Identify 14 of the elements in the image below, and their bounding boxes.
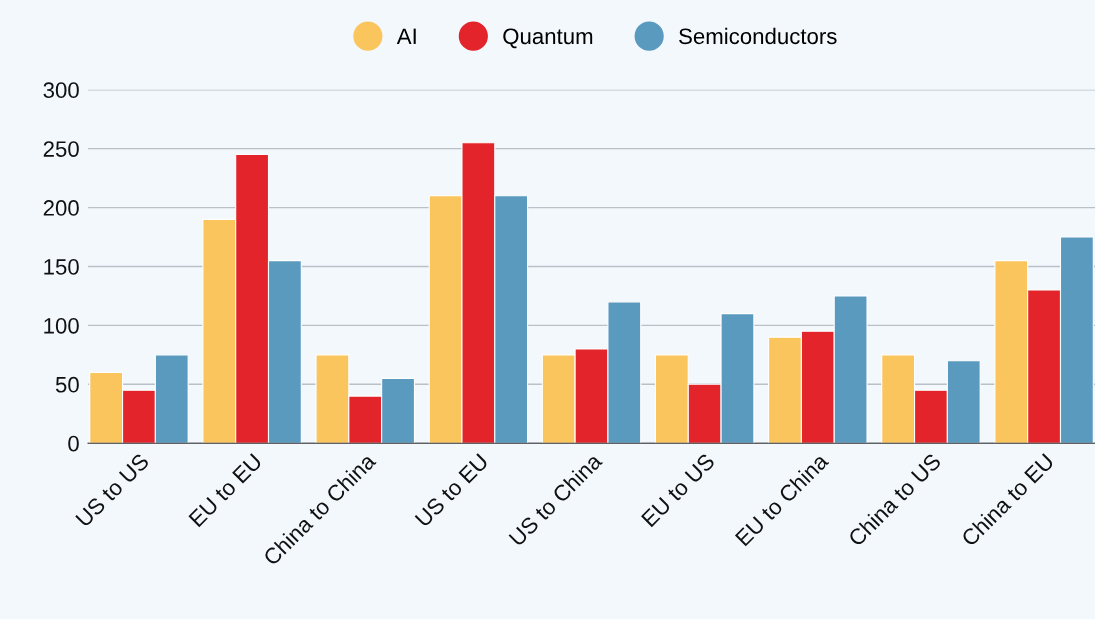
x-tick-label: EU to EU xyxy=(188,453,263,528)
legend-label: Quantum xyxy=(503,28,593,49)
x-tick-label: US to US xyxy=(75,452,150,528)
x-tick-label: EU to US xyxy=(640,452,716,528)
y-tick-label: 0 xyxy=(68,435,79,452)
y-tick-label: 100 xyxy=(44,317,79,334)
y-tick-label: 200 xyxy=(43,200,79,216)
x-tick-label: US to EU xyxy=(414,453,489,528)
legend-label: AI xyxy=(396,28,416,44)
y-tick-label: 150 xyxy=(44,259,79,275)
y-tick-label: 250 xyxy=(43,141,79,157)
y-tick-label: 300 xyxy=(43,82,79,99)
y-tick-label: 50 xyxy=(55,376,79,393)
legend-label: Semiconductors xyxy=(679,27,837,45)
